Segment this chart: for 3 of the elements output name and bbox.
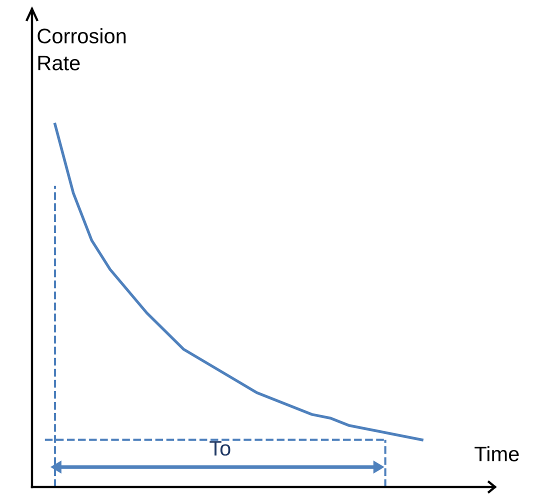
y-axis-title: Corrosion Rate: [38, 28, 126, 70]
annotation: To: [210, 441, 230, 456]
x-axis-title: Time: [474, 446, 519, 462]
